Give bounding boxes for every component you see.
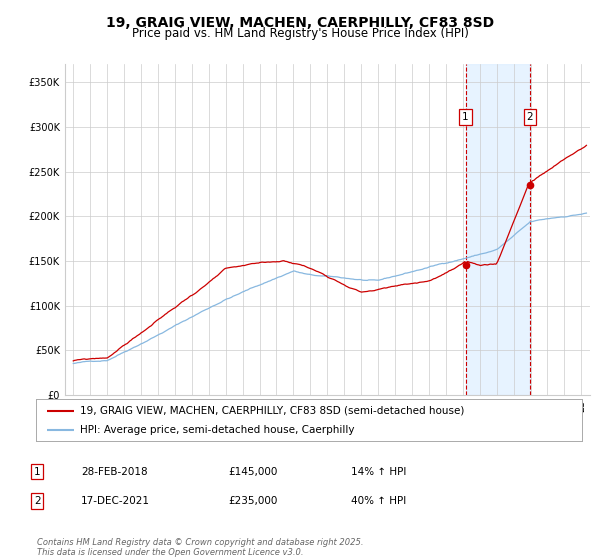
Text: £235,000: £235,000 — [228, 496, 277, 506]
Text: 2: 2 — [527, 112, 533, 122]
Text: 1: 1 — [462, 112, 469, 122]
Text: 1: 1 — [34, 466, 41, 477]
Text: 2: 2 — [34, 496, 41, 506]
Text: Price paid vs. HM Land Registry's House Price Index (HPI): Price paid vs. HM Land Registry's House … — [131, 27, 469, 40]
Text: 14% ↑ HPI: 14% ↑ HPI — [351, 466, 406, 477]
Text: Contains HM Land Registry data © Crown copyright and database right 2025.
This d: Contains HM Land Registry data © Crown c… — [37, 538, 364, 557]
Text: 28-FEB-2018: 28-FEB-2018 — [81, 466, 148, 477]
Text: £145,000: £145,000 — [228, 466, 277, 477]
Text: 19, GRAIG VIEW, MACHEN, CAERPHILLY, CF83 8SD (semi-detached house): 19, GRAIG VIEW, MACHEN, CAERPHILLY, CF83… — [80, 405, 464, 416]
Text: 19, GRAIG VIEW, MACHEN, CAERPHILLY, CF83 8SD: 19, GRAIG VIEW, MACHEN, CAERPHILLY, CF83… — [106, 16, 494, 30]
Bar — [466, 64, 530, 395]
Text: HPI: Average price, semi-detached house, Caerphilly: HPI: Average price, semi-detached house,… — [80, 425, 354, 435]
Text: 40% ↑ HPI: 40% ↑ HPI — [351, 496, 406, 506]
Text: 17-DEC-2021: 17-DEC-2021 — [81, 496, 150, 506]
